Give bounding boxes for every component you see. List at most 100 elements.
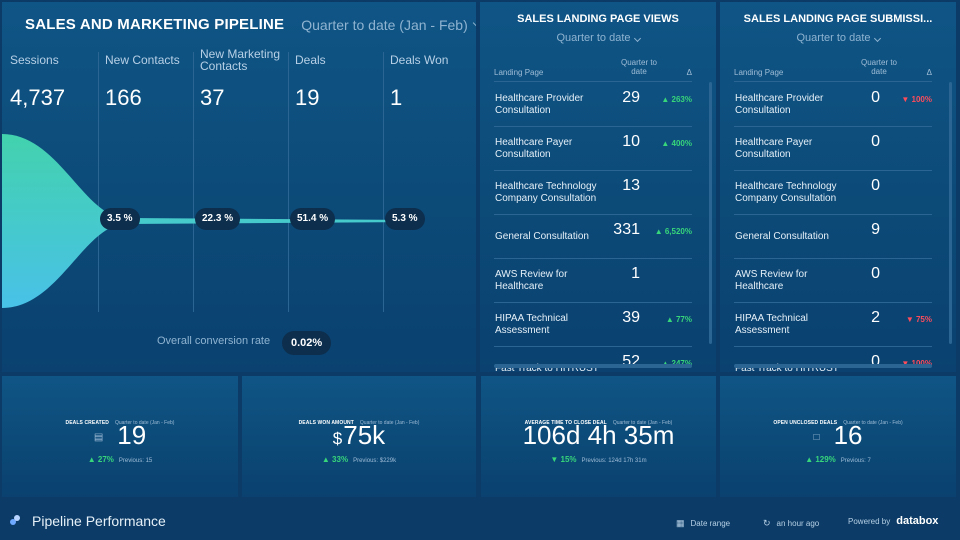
kpi-header: DEALS CREATED Quarter to date (Jan - Feb) — [2, 411, 238, 429]
quarter-to-date-value: 9 — [871, 221, 880, 238]
powered-by[interactable]: Powered by databox — [848, 515, 938, 527]
stage-new-marketing-contacts: New Marketing Contacts 37 — [193, 48, 288, 312]
table-row[interactable]: Healthcare Payer Consultation 0 — [734, 127, 932, 171]
last-updated-label: an hour ago — [776, 519, 820, 528]
column-header-quarter-to-date: Quarter to date — [620, 58, 657, 76]
currency-prefix: $ — [332, 428, 343, 448]
kpi-value: 75k — [343, 420, 386, 450]
landing-page-name: Healthcare Technology Company Consultati… — [495, 180, 597, 204]
kpi-main: $ 75k — [242, 420, 476, 451]
stage-value: 1 — [390, 85, 403, 110]
chevron-down-icon — [633, 34, 641, 43]
stage-label: New Marketing Contacts — [200, 47, 281, 73]
delta-value: ▼ 75% — [905, 315, 932, 324]
quarter-to-date-value: 10 — [622, 133, 640, 150]
column-header-delta: Δ — [926, 68, 932, 77]
table-row[interactable]: Healthcare Provider Consultation 0 ▼ 100% — [734, 83, 932, 127]
stage-value: 37 — [200, 85, 225, 110]
column-header-delta: Δ — [686, 68, 692, 77]
quarter-to-date-value: 39 — [622, 309, 640, 326]
conversion-pill: 3.5 % — [100, 208, 140, 230]
delta-value: ▼ 100% — [901, 359, 932, 368]
footer-bar: Pipeline Performance ▦ Date range ↻ an h… — [0, 501, 960, 540]
refresh-icon: ↻ — [763, 518, 771, 528]
kpi-header: OPEN UNCLOSED DEALS Quarter to date (Jan … — [720, 411, 956, 429]
kpi-period-dropdown[interactable]: Quarter to date (Jan - Feb) — [612, 420, 673, 426]
quarter-to-date-value: 13 — [622, 177, 640, 194]
column-header-quarter-to-date: Quarter to date — [860, 58, 897, 76]
overall-conversion-value: 0.02% — [282, 331, 332, 355]
table-row[interactable]: Fast Track to HITRUST 0 ▼ 100% — [734, 347, 932, 372]
date-range-label: Date range — [690, 519, 731, 528]
pipeline-period-label: Quarter to date (Jan - Feb) — [301, 16, 468, 33]
horizontal-scrollbar[interactable] — [734, 364, 932, 368]
table-row[interactable]: AWS Review for Healthcare 0 — [734, 259, 932, 303]
landing-page-name: Fast Track to HITRUST — [495, 347, 613, 373]
delta-value: ▲ 400% — [661, 139, 692, 148]
landing-page-name: AWS Review for Healthcare — [495, 268, 568, 292]
table-row[interactable]: AWS Review for Healthcare 1 — [494, 259, 692, 303]
landing-page-name: HIPAA Technical Assessment — [495, 312, 569, 336]
quarter-to-date-value: 331 — [613, 221, 640, 238]
table-row[interactable]: General Consultation 331 ▲ 6,520% — [494, 215, 692, 259]
stage-label: Sessions — [10, 53, 59, 67]
kpi-deals-won-amount: DEALS WON AMOUNT Quarter to date (Jan - F… — [242, 376, 476, 497]
conversion-pill: 5.3 % — [385, 208, 425, 230]
pipeline-period-dropdown[interactable]: Quarter to date (Jan - Feb) — [301, 17, 476, 33]
landing-page-name: Healthcare Technology Company Consultati… — [735, 180, 837, 204]
landing-page-name: Healthcare Provider Consultation — [495, 92, 584, 116]
views-period-label: Quarter to date — [556, 32, 631, 44]
kpi-previous: Previous: 7 — [840, 458, 871, 464]
kpi-title: AVERAGE TIME TO CLOSE DEAL — [524, 420, 607, 426]
kpi-previous: Previous: 15 — [118, 458, 153, 464]
conversion-pill: 22.3 % — [195, 208, 241, 230]
stage-value: 4,737 — [10, 85, 66, 110]
last-updated[interactable]: ↻ an hour ago — [763, 518, 819, 529]
table-row[interactable]: Healthcare Technology Company Consultati… — [494, 171, 692, 215]
stage-deals: Deals 19 — [288, 52, 383, 312]
table-row[interactable]: Healthcare Provider Consultation 29 ▲ 263% — [494, 83, 692, 127]
pipeline-header: SALES AND MARKETING PIPELINE Quarter to … — [25, 16, 476, 33]
quarter-to-date-value: 29 — [622, 89, 640, 106]
kpi-value: 106d 4h 35m — [522, 420, 675, 450]
kpi-main: 106d 4h 35m — [481, 420, 716, 451]
table-row[interactable]: HIPAA Technical Assessment 39 ▲ 77% — [494, 303, 692, 347]
landing-page-name: HIPAA Technical Assessment — [735, 312, 809, 336]
submissions-period-label: Quarter to date — [796, 32, 871, 44]
table-row[interactable]: General Consultation 9 — [734, 215, 932, 259]
stage-deals-won: Deals Won 1 — [383, 52, 476, 312]
kpi-period-dropdown[interactable]: Quarter to date (Jan - Feb) — [843, 420, 903, 426]
quarter-to-date-value: 1 — [631, 265, 640, 282]
stage-value: 19 — [295, 85, 320, 110]
submissions-period-dropdown[interactable]: Quarter to date — [720, 32, 956, 44]
horizontal-scrollbar[interactable] — [494, 364, 692, 368]
views-title: SALES LANDING PAGE VIEWS — [517, 13, 679, 25]
kpi-period-dropdown[interactable]: Quarter to date (Jan - Feb) — [359, 420, 420, 426]
submissions-table-header: Landing Page Quarter to date Δ — [734, 58, 932, 82]
kpi-period-dropdown[interactable]: Quarter to date (Jan - Feb) — [114, 420, 175, 426]
vertical-scrollbar[interactable] — [709, 82, 712, 344]
kpi-footer: ▼ 15% Previous: 124d 17h 31m — [481, 455, 716, 464]
kpi-header: AVERAGE TIME TO CLOSE DEAL Quarter to dat… — [481, 411, 716, 429]
table-row[interactable]: Healthcare Payer Consultation 10 ▲ 400% — [494, 127, 692, 171]
kpi-title: DEALS CREATED — [65, 420, 109, 426]
vertical-scrollbar[interactable] — [949, 82, 952, 344]
databox-logo-icon — [10, 515, 20, 525]
kpi-footer: ▲ 129% Previous: 7 — [720, 455, 956, 464]
column-header-landing-page: Landing Page — [494, 68, 544, 77]
kpi-open-unclosed-deals: OPEN UNCLOSED DEALS Quarter to date (Jan … — [720, 376, 956, 497]
stage-new-contacts: New Contacts 166 — [98, 52, 193, 312]
date-range-button[interactable]: ▦ Date range — [676, 518, 730, 529]
quarter-to-date-value: 0 — [871, 133, 880, 150]
quarter-to-date-value: 0 — [871, 89, 880, 106]
kpi-previous: Previous: $229k — [353, 458, 397, 464]
quarter-to-date-value: 0 — [871, 177, 880, 194]
table-row[interactable]: Fast Track to HITRUST 52 ▲ 247% — [494, 347, 692, 372]
kpi-previous: Previous: 124d 17h 31m — [581, 458, 647, 464]
document-icon: □ — [813, 432, 820, 443]
kpi-value: 16 — [833, 420, 863, 450]
column-header-landing-page: Landing Page — [734, 68, 784, 77]
table-row[interactable]: Healthcare Technology Company Consultati… — [734, 171, 932, 215]
views-period-dropdown[interactable]: Quarter to date — [480, 32, 716, 44]
table-row[interactable]: HIPAA Technical Assessment 2 ▼ 75% — [734, 303, 932, 347]
